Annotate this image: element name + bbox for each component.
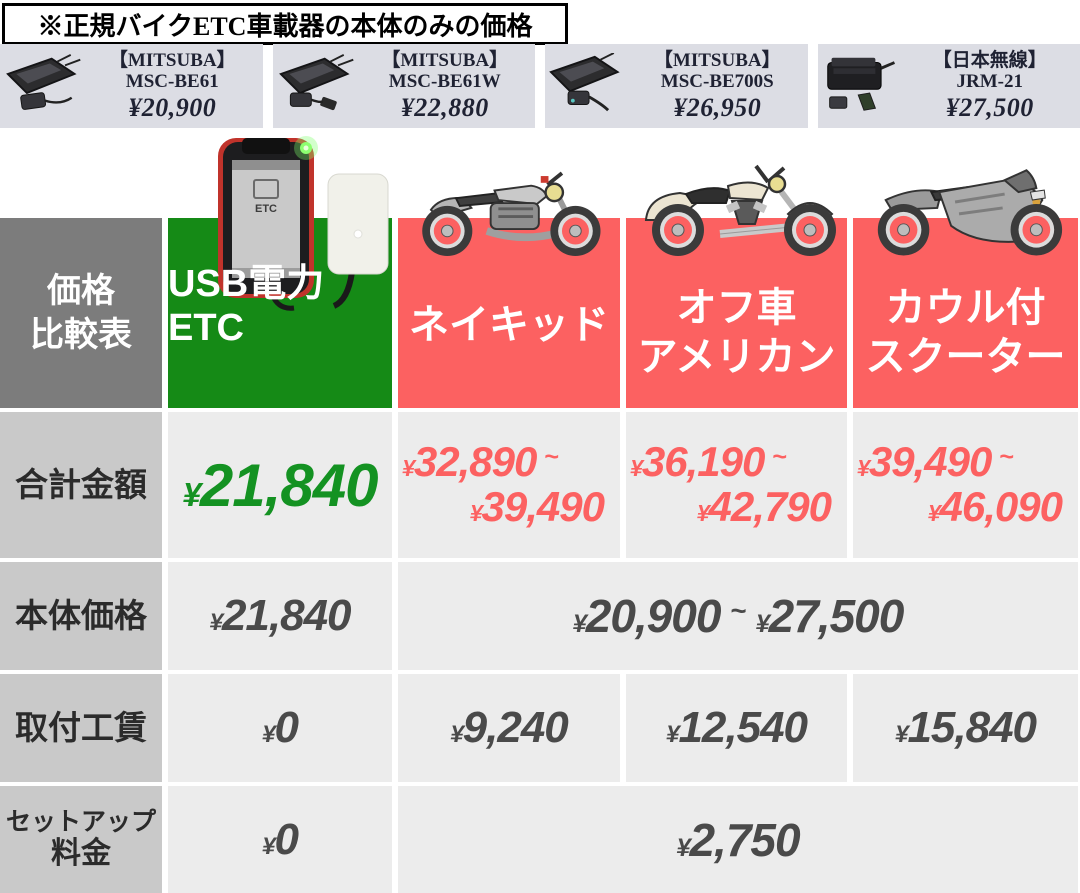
front-wheel [1010,203,1063,256]
total-cowl-from: 39,490 [868,438,992,486]
rear-wheel [652,204,704,256]
total-usb-value: 21,840 [199,451,379,519]
front-wheel [550,205,601,257]
install-usb-value: 0 [274,703,299,752]
power-cable [332,271,355,309]
install-naked-cell: ¥9,240 [398,674,620,782]
front-wheel [784,204,836,256]
unit-usb-cell: ¥21,840 [168,562,392,670]
product-price: ¥26,950 [673,92,762,122]
corner-line2: 比較表 [30,316,132,354]
power-bank [327,173,389,275]
row-label-unit-price: 本体価格 [0,562,162,670]
product-price: ¥22,880 [400,92,489,122]
product-card-msc-be700s: 【MITSUBA】 MSC-BE700S ¥26,950 [545,44,808,128]
usb-etc-device-image: ETC [202,136,402,312]
comparison-table: 価格 比較表 USB電力ETC ネイキッド オフ車 アメリカン カウル付 スクー… [0,218,1078,893]
total-usb-cell: ¥21,840 [168,412,392,558]
cowl-label-line1: カウル付 [885,286,1046,331]
total-cowl-cell: ¥39,490 ~ ¥46,090 [853,412,1078,558]
row-label-setup-fee: セットアップ 料金 [0,786,162,893]
install-naked-value: 9,240 [462,703,569,752]
product-model: MSC-BE61 [125,71,219,93]
product-brand: 【MITSUBA】 [653,50,781,72]
product-card-jrm-21: 【日本無線】 JRM-21 ¥27,500 [817,44,1080,128]
total-naked-cell: ¥32,890 ~ ¥39,490 [398,412,620,558]
unit-range-to: 27,500 [768,590,905,642]
table-corner-header: 価格 比較表 [0,218,162,408]
rear-wheel [422,205,473,257]
cowled-scooter-bike-image [856,146,1074,260]
naked-bike-image [402,148,614,260]
setup-merged-cell: ¥2,750 [398,786,1078,893]
usb-etc-label: USB電力ETC [168,263,325,349]
product-model: JRM-21 [956,71,1023,93]
product-brand: 【日本無線】 [932,50,1047,72]
install-off-cell: ¥12,540 [626,674,847,782]
naked-label: ネイキッド [409,303,609,347]
total-off-from: 36,190 [641,438,765,486]
product-model: MSC-BE61W [388,71,501,93]
product-price: ¥27,500 [945,92,1034,122]
etc-device-photo [275,53,361,119]
total-cowl-to: 46,090 [939,483,1063,530]
total-naked-from: 32,890 [413,438,537,486]
install-cowl-value: 15,840 [907,703,1037,752]
total-off-cell: ¥36,190 ~ ¥42,790 [626,412,847,558]
corner-line1: 価格 [47,271,115,310]
etc-product-strip: 【MITSUBA】 MSC-BE61 ¥20,900 【MITSUBA】 [0,44,1080,128]
row-label-total: 合計金額 [0,412,162,558]
product-price: ¥20,900 [128,92,217,122]
total-off-to: 42,790 [708,483,832,530]
product-brand: 【MITSUBA】 [381,50,509,72]
page-title: ※正規バイクETC車載器の本体のみの価格 [37,11,533,41]
etc-device-photo [820,53,906,119]
rear-wheel [877,203,930,256]
setup-merged-value: 2,750 [689,813,800,866]
unit-merged-cell: ¥20,900 ~ ¥27,500 [398,562,1078,670]
install-cowl-cell: ¥15,840 [853,674,1078,782]
american-cruiser-bike-image [628,146,848,260]
yen-sign: ¥ [182,475,201,513]
product-card-msc-be61w: 【MITSUBA】 MSC-BE61W ¥22,880 [272,44,535,128]
setup-usb-cell: ¥0 [168,786,392,893]
install-usb-cell: ¥0 [168,674,392,782]
install-off-value: 12,540 [678,703,808,752]
setup-usb-value: 0 [274,814,299,864]
cowl-label-line2: スクーター [865,335,1066,380]
row-label-install-fee: 取付工賃 [0,674,162,782]
off-label-line2: アメリカン [637,335,836,380]
total-naked-to: 39,490 [481,483,605,530]
unit-usb-value: 21,840 [221,591,352,640]
off-label-line1: オフ車 [676,286,797,331]
product-model: MSC-BE700S [660,71,774,93]
product-brand: 【MITSUBA】 [108,50,236,72]
etc-device-photo [2,53,88,119]
unit-range-from: 20,900 [585,590,722,642]
product-card-msc-be61: 【MITSUBA】 MSC-BE61 ¥20,900 [0,44,263,128]
etc-device-photo [547,52,633,119]
page-title-box: ※正規バイクETC車載器の本体のみの価格 [2,3,568,45]
svg-text:ETC: ETC [255,203,277,215]
